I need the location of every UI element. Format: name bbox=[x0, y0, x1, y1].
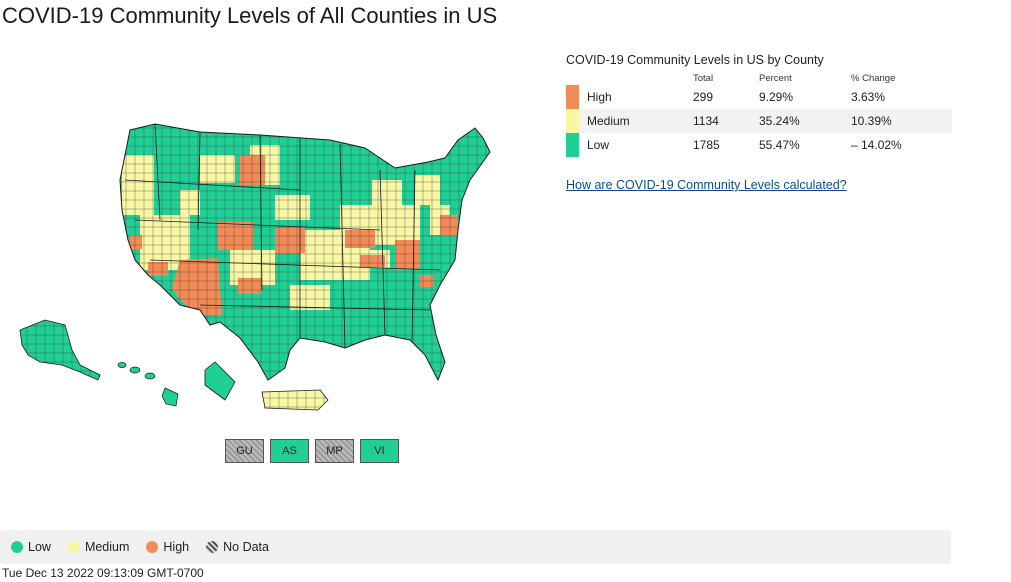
row-level: Medium bbox=[579, 109, 693, 133]
territory-as-button[interactable]: AS bbox=[270, 439, 309, 463]
territory-vi-button[interactable]: VI bbox=[360, 439, 399, 463]
territory-buttons: GU AS MP VI bbox=[225, 439, 399, 463]
map-legend: Low Medium High No Data bbox=[0, 530, 951, 564]
medium-dot-icon bbox=[67, 541, 80, 553]
medium-swatch bbox=[566, 109, 579, 133]
header-percent: Percent bbox=[759, 72, 792, 84]
table-row-medium: Medium 1134 35.24% 10.39% bbox=[566, 109, 952, 133]
summary-title: COVID-19 Community Levels in US by Count… bbox=[566, 53, 824, 67]
row-change: 3.63% bbox=[851, 90, 886, 104]
puerto-rico[interactable] bbox=[261, 389, 329, 411]
table-row-high: High 299 9.29% 3.63% bbox=[566, 85, 952, 109]
high-swatch bbox=[566, 85, 579, 109]
table-row-low: Low 1785 55.47% – 14.02% bbox=[566, 133, 952, 157]
legend-item-high[interactable]: High bbox=[146, 540, 189, 554]
row-total: 1134 bbox=[693, 109, 759, 133]
row-percent: 35.24% bbox=[759, 109, 851, 133]
table-header-row: Total Percent % Change bbox=[566, 71, 952, 85]
legend-label-high: High bbox=[163, 540, 190, 554]
territory-mp-button[interactable]: MP bbox=[315, 439, 354, 463]
legend-item-medium[interactable]: Medium bbox=[67, 540, 130, 554]
timestamp: Tue Dec 13 2022 09:13:09 GMT-0700 bbox=[2, 566, 204, 580]
legend-label-low: Low bbox=[28, 540, 51, 554]
row-level: Low bbox=[587, 138, 610, 152]
hawaii[interactable] bbox=[117, 362, 179, 407]
calculation-info-link[interactable]: How are COVID-19 Community Levels calcul… bbox=[566, 178, 847, 192]
contiguous-us bbox=[120, 124, 490, 380]
legend-item-no-data[interactable]: No Data bbox=[206, 540, 269, 554]
row-total: 299 bbox=[693, 90, 714, 104]
us-county-map[interactable] bbox=[0, 110, 520, 420]
alaska[interactable] bbox=[19, 319, 101, 381]
summary-table: Total Percent % Change High 299 9.29% 3.… bbox=[566, 71, 952, 157]
row-percent: 9.29% bbox=[759, 90, 794, 104]
high-dot-icon bbox=[146, 541, 159, 553]
territory-shape[interactable] bbox=[204, 361, 236, 401]
summary-panel: COVID-19 Community Levels in US by Count… bbox=[566, 53, 952, 157]
header-change: % Change bbox=[851, 72, 896, 84]
row-total: 1785 bbox=[693, 138, 720, 152]
low-dot-icon bbox=[11, 541, 23, 553]
low-swatch bbox=[566, 133, 579, 157]
row-change: 10.39% bbox=[851, 109, 952, 133]
us-outline bbox=[119, 123, 491, 382]
map-svg[interactable] bbox=[0, 110, 520, 420]
row-level: High bbox=[587, 90, 612, 104]
header-total: Total bbox=[693, 72, 714, 84]
row-change: – 14.02% bbox=[851, 138, 902, 152]
legend-label-medium: Medium bbox=[84, 540, 130, 554]
county-grid bbox=[120, 124, 490, 380]
row-percent: 55.47% bbox=[759, 138, 800, 152]
hatched-dot-icon bbox=[206, 541, 219, 553]
legend-item-low[interactable]: Low bbox=[11, 540, 51, 554]
legend-label-no-data: No Data bbox=[223, 540, 269, 554]
state-borders bbox=[124, 123, 441, 349]
territory-gu-button[interactable]: GU bbox=[225, 439, 264, 463]
page-title: COVID-19 Community Levels of All Countie… bbox=[2, 3, 498, 28]
